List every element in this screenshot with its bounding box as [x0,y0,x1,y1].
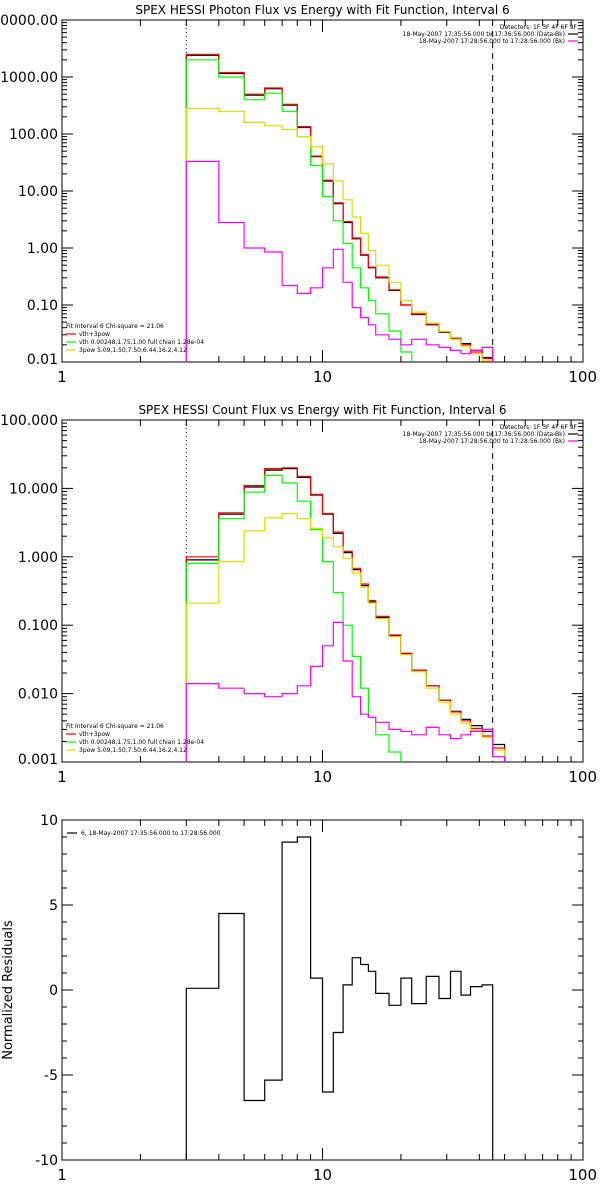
y-tick-label: 1.00 [27,241,58,257]
legend-top-right-entry: 18-May-2007 17:35:56.000 to 17:36:56.000… [403,31,565,38]
data-layer [185,467,506,762]
y-axis-label: Normalized Residuals [1,920,16,1060]
data-layer [185,836,494,1160]
series-vth [185,59,413,362]
y-tick-label: 10 [40,813,58,829]
series-3pow [185,107,494,362]
y-tick-label: 100.00 [9,127,58,143]
x-tick-label: 10 [313,768,332,786]
series-6-18-may-2007-17-35-56-000-to-17-28-56-000 [185,836,494,1160]
plot-frame [61,419,584,763]
y-tick-label: 0.010 [18,687,58,703]
legend-top-right-entry: 18-May-2007 17:28:56.000 to 17:28:56.000… [419,438,565,445]
x-tick-label: 100 [568,1166,597,1184]
y-tick-label: 5 [49,898,58,914]
legend-bottom-left-entry: Fit Interval 6 Chi-square = 21.06 [66,323,164,330]
chart-title: SPEX HESSI Photon Flux vs Energy with Fi… [135,3,509,17]
y-tick-label: 0.10 [27,298,58,314]
legend-bottom-left-entry: 3pow 5.09,1.50,7.50,6.44,16.2,4.12 [79,347,187,354]
series-background [185,621,506,762]
x-tick-label: 10 [313,1166,332,1184]
y-tick-label: 10.000 [9,481,58,497]
chart-panel-3: Normalized Residuals 1 10 100 -10 -5 0 5 10 6, 18… [1,813,597,1184]
y-tick-label: 0000.00 [0,13,58,29]
legend-top-right-entry: 18-May-2007 17:28:56.000 to 17:28:56.000… [419,38,565,45]
x-tick-label: 100 [568,368,597,386]
series-background [185,160,494,362]
series-vth-3pow [185,467,506,762]
chart-title: SPEX HESSI Count Flux vs Energy with Fit… [138,403,506,417]
series-vth [185,474,402,762]
data-layer [185,53,494,362]
y-tick-label: 0.01 [27,352,58,368]
legend-bottom-left-entry: vth+3pow [79,731,110,738]
y-tick-label: 10.00 [18,184,58,200]
x-tick-label: 1 [57,1166,67,1184]
legend-top-right-entry: 18-May-2007 17:35:56.000 to 17:36:56.000… [403,431,565,438]
y-tick-label: 1.000 [18,550,58,566]
series-total [185,54,494,362]
y-tick-label: 1000.00 [0,70,58,86]
y-tick-label: -5 [44,1068,58,1084]
legend-top-right-entry: Detectors: 1F 3F 4F 6F 9F [500,424,578,431]
legend-bottom-left-entry: 3pow 5.09,1.50,7.50,6.44,16.2,4.12 [79,747,187,754]
legend-bottom-left-entry: vth 0.00248,1.75,1.00 full chian 1.28e-0… [79,339,204,346]
chart-panel-2: SPEX HESSI Count Flux vs Energy with Fit… [0,403,597,786]
y-tick-label: 0.001 [18,752,58,768]
y-tick-label: 0 [49,983,58,999]
y-tick-label: 100.000 [0,413,58,429]
series-3pow [185,512,506,762]
y-tick-label: -10 [35,1153,58,1169]
x-tick-label: 10 [313,368,332,386]
legend-top-right-entry: Detectors: 1F 3F 4F 6F 9F [500,24,578,31]
legend-bottom-left-entry: vth 0.00248,1.75,1.00 full chian 1.28e-0… [79,739,204,746]
y-tick-label: 0.100 [18,618,58,634]
legend-bottom-left-entry: vth+3pow [79,331,110,338]
legend-bottom-left-entry: Fit Interval 6 Chi-square = 21.06 [66,723,164,730]
series-vth-3pow [185,53,494,362]
x-tick-label: 1 [57,368,67,386]
legend-entry: 6, 18-May-2007 17:35:56.000 to 17:28:56.… [81,830,221,837]
x-tick-label: 1 [57,768,67,786]
chart-panel-1: SPEX HESSI Photon Flux vs Energy with Fi… [0,3,597,386]
x-tick-label: 100 [568,768,597,786]
